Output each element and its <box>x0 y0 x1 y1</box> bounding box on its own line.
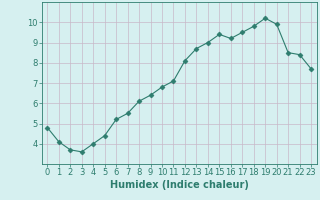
X-axis label: Humidex (Indice chaleur): Humidex (Indice chaleur) <box>110 180 249 190</box>
